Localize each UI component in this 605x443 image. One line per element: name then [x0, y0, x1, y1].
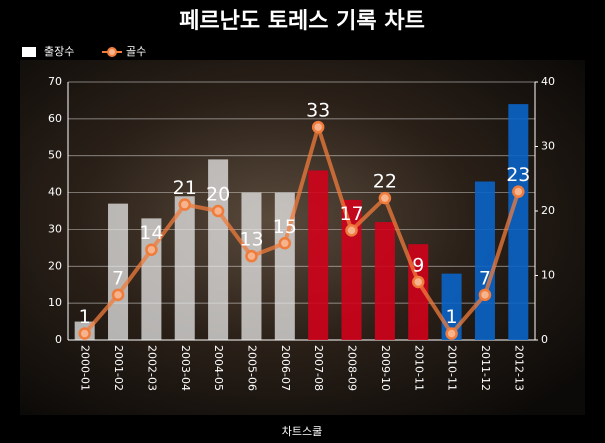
y-tick-label: 70: [48, 75, 62, 88]
y2-tick-label: 40: [541, 75, 555, 88]
x-tick-label: 2004-05: [212, 345, 225, 391]
data-label: 14: [139, 222, 163, 244]
data-label: 15: [273, 216, 297, 238]
y2-tick-label: 30: [541, 140, 555, 153]
footer: 차트스쿨: [282, 425, 322, 438]
legend-label: 출장수: [44, 45, 74, 58]
data-label: 9: [412, 254, 424, 276]
point: [145, 243, 158, 256]
x-tick-label: 2005-06: [245, 345, 258, 391]
bar: [241, 192, 262, 340]
point: [478, 288, 492, 302]
legend-swatch: [107, 47, 117, 57]
bar: [374, 222, 395, 340]
y2-tick-label: 0: [541, 333, 548, 346]
data-label: 7: [112, 267, 124, 289]
chart-title: 페르난도 토레스 기록 차트: [179, 9, 425, 34]
data-label: 1: [446, 306, 458, 328]
x-tick-label: 2012-13: [512, 345, 525, 391]
y-tick-label: 30: [48, 222, 62, 235]
y-tick-label: 0: [55, 333, 62, 346]
y-tick-label: 50: [48, 149, 62, 162]
y2-tick-label: 20: [541, 204, 555, 217]
x-tick-label: 2001-02: [112, 345, 125, 391]
x-tick-label: 2007-08: [312, 345, 325, 391]
y-tick-label: 40: [48, 186, 62, 199]
data-label: 17: [339, 203, 363, 225]
bar: [474, 181, 495, 340]
bar: [508, 104, 529, 340]
point: [412, 275, 425, 289]
bar: [208, 159, 229, 340]
data-label: 21: [173, 177, 197, 199]
point: [245, 249, 258, 263]
y-tick-label: 10: [48, 296, 62, 309]
data-label: 22: [373, 171, 397, 193]
point: [345, 224, 358, 237]
x-tick-label: 2010-11: [446, 345, 459, 391]
data-label: 23: [506, 164, 530, 186]
photo-area: [20, 60, 585, 415]
x-tick-label: 2009-10: [379, 345, 392, 391]
x-tick-label: 2011-12: [479, 345, 492, 391]
x-tick-label: 2010-11: [412, 345, 425, 391]
point: [445, 327, 458, 340]
x-tick-label: 2003-04: [179, 345, 192, 391]
point: [512, 185, 525, 198]
bar: [108, 203, 129, 340]
point: [178, 198, 191, 211]
data-label: 20: [206, 184, 230, 206]
data-label: 33: [306, 100, 330, 122]
legend-swatch: [22, 47, 36, 57]
point: [78, 327, 91, 340]
x-tick-label: 2008-09: [346, 345, 359, 391]
legend-label: 골수: [126, 45, 146, 58]
point: [278, 237, 292, 250]
y2-tick-label: 10: [541, 269, 555, 282]
point: [211, 204, 225, 218]
x-tick-label: 2000-01: [79, 345, 92, 391]
data-label: 1: [79, 306, 91, 328]
y-tick-label: 60: [48, 112, 62, 125]
point: [111, 288, 125, 302]
bar: [341, 199, 362, 340]
point: [378, 191, 392, 205]
y-tick-label: 20: [48, 259, 62, 272]
point: [311, 120, 325, 134]
line: [83, 120, 521, 337]
bar: [174, 196, 195, 340]
x-tick-label: 2006-07: [279, 345, 292, 391]
data-label: 7: [479, 267, 491, 289]
x-tick-label: 2002-03: [145, 345, 158, 391]
bar: [308, 170, 329, 340]
data-label: 13: [239, 229, 263, 251]
